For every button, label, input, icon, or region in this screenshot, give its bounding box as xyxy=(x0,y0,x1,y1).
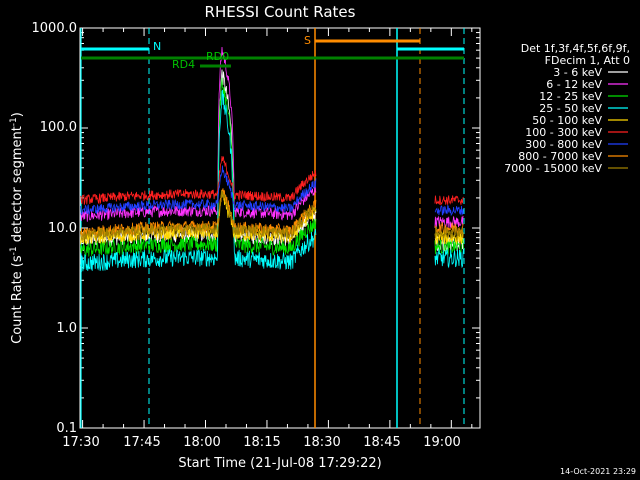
series-line-pre-3 xyxy=(80,89,317,273)
y-tick-label: 1000.0 xyxy=(32,21,78,36)
x-tick-label: 17:30 xyxy=(62,435,99,450)
legend-label: 6 - 12 keV xyxy=(546,78,602,91)
legend-header-line2: FDecim 1, Att 0 xyxy=(545,54,630,67)
chart-title: RHESSI Count Rates xyxy=(205,3,356,21)
legend-label: 3 - 6 keV xyxy=(553,66,602,79)
x-tick-label: 18:45 xyxy=(363,435,400,450)
y-tick-label: 100.0 xyxy=(40,120,77,135)
series-line-pre-2 xyxy=(80,77,317,257)
x-tick-label: 17:45 xyxy=(123,435,160,450)
x-axis-label: Start Time (21-Jul-08 17:29:22) xyxy=(178,456,381,471)
series-layer xyxy=(80,46,464,273)
series-line-pre-5 xyxy=(80,155,317,205)
flag-label-s: S xyxy=(304,34,311,47)
x-tick-label: 18:00 xyxy=(183,435,220,450)
series-line-pre-8 xyxy=(80,190,317,241)
legend-label: 25 - 50 keV xyxy=(539,102,602,115)
y-tick-label: 10.0 xyxy=(48,221,77,236)
legend-header-line1: Det 1f,3f,4f,5f,6f,9f, xyxy=(521,42,630,55)
legend-label: 12 - 25 keV xyxy=(539,90,602,103)
legend-label: 50 - 100 keV xyxy=(532,114,602,127)
x-tick-marks xyxy=(82,28,473,428)
series-line-post-3 xyxy=(434,249,464,269)
legend-label: 100 - 300 keV xyxy=(525,126,602,139)
series-line-post-5 xyxy=(434,195,464,206)
flag-label-rd0: RD0 xyxy=(206,50,229,63)
series-line-post-1 xyxy=(434,215,464,229)
x-tick-label: 19:00 xyxy=(423,435,460,450)
series-line-post-6 xyxy=(434,204,464,217)
series-line-pre-0 xyxy=(80,69,317,246)
legend: Det 1f,3f,4f,5f,6f,9f, FDecim 1, Att 0 3… xyxy=(504,42,630,175)
series-line-pre-6 xyxy=(80,165,317,216)
y-axis-label: Count Rate (s-1 detector segment-1) xyxy=(9,112,25,344)
y-tick-label: 1.0 xyxy=(56,321,77,336)
legend-label: 300 - 800 keV xyxy=(525,138,602,151)
series-line-post-8 xyxy=(434,226,464,240)
flag-label-n: N xyxy=(153,40,161,53)
series-line-pre-1 xyxy=(80,46,317,222)
series-line-pre-4 xyxy=(80,192,317,245)
x-tick-label: 18:30 xyxy=(303,435,340,450)
legend-label: 7000 - 15000 keV xyxy=(504,162,602,175)
flag-label-rd4: RD4 xyxy=(172,58,195,71)
footer-timestamp: 14-Oct-2021 23:29 xyxy=(560,467,636,476)
series-line-post-4 xyxy=(434,230,464,245)
flag-bars: N S RD0 RD4 xyxy=(81,34,464,71)
y-tick-label: 0.1 xyxy=(56,421,77,436)
x-tick-label: 18:15 xyxy=(243,435,280,450)
legend-label: 800 - 7000 keV xyxy=(518,150,602,163)
